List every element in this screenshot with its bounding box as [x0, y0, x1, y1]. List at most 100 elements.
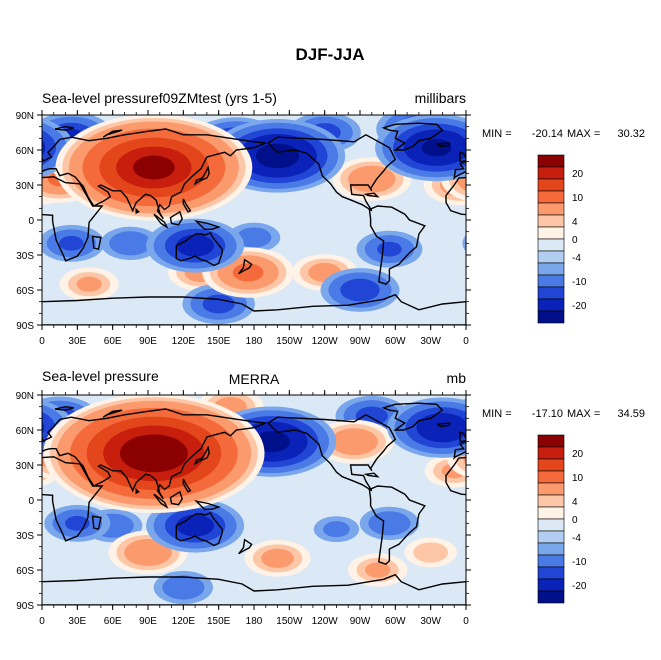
colorbar-cell [537, 250, 565, 264]
y-tick-label: 0 [28, 216, 34, 227]
x-tick-label: 60E [104, 616, 122, 627]
colorbar-cell [537, 590, 565, 604]
panel-title-left: Sea-level pressuref09ZMtest (yrs 1-5) [42, 90, 277, 106]
colorbar-cell [537, 566, 565, 580]
coastline-srilanka [135, 487, 140, 495]
coastline-newzealand [238, 538, 253, 555]
min-value: -20.14 [532, 128, 563, 140]
colorbar-cell [537, 214, 565, 228]
colorbar-cell [537, 298, 565, 312]
panel-merra: Sea-level pressure MERRA mb 0 30E 60E 90E 12… [16, 368, 645, 627]
x-axis: 0 30E 60E 90E 120E 150E 180 150W 120W 90W 60W 30W 0 [39, 390, 469, 627]
coastline-iceland-wrap [436, 422, 451, 428]
colorbar-cell [537, 554, 565, 568]
colorbar-cell [537, 506, 565, 520]
coastline-novaya [102, 409, 123, 418]
anomaly-contour [124, 539, 172, 566]
anomaly-contour [42, 130, 57, 166]
coastline-greenland [381, 122, 444, 151]
min-value: -17.10 [532, 408, 563, 420]
colorbar-label: -10 [572, 557, 587, 568]
y-tick-label: 60N [16, 146, 34, 157]
max-label: MAX = [567, 128, 600, 140]
x-tick-label: 120W [312, 336, 339, 347]
anomaly-contour [162, 575, 205, 600]
x-tick-label: 0 [463, 616, 469, 627]
coastline-philippines [182, 478, 192, 493]
anomaly-contour [176, 514, 215, 537]
coastline-japan [193, 165, 210, 186]
colorbar-cell [537, 262, 565, 276]
coastline-iceland-wrap [436, 142, 451, 148]
anomaly-contour [323, 521, 350, 538]
colorbar: 20 10 4 0 -4 -10 -20 [537, 434, 587, 604]
colorbar-cell [537, 530, 565, 544]
colorbar-cell [537, 166, 565, 180]
coastline-uk-wrap [459, 431, 466, 443]
x-tick-label: 150E [207, 616, 231, 627]
anomaly-contour [109, 231, 152, 256]
y-tick-label: 60N [16, 426, 34, 437]
coastline-borneo [169, 210, 183, 226]
panel-model: Sea-level pressuref09ZMtest (yrs 1-5) mi… [16, 90, 645, 347]
panel-units: millibars [415, 90, 466, 106]
x-tick-label: 60E [104, 336, 122, 347]
min-max-stats: MIN = -20.14 MAX = 30.32 [482, 128, 645, 140]
x-tick-label: 0 [39, 336, 45, 347]
coastline-cuba [363, 192, 380, 198]
colorbar-cell [537, 202, 565, 216]
coastline-madagascar [91, 235, 102, 251]
coastline-samerica [368, 485, 426, 566]
anomaly-contour [255, 143, 300, 169]
colorbar-label: 0 [572, 235, 578, 246]
anomaly-contour [368, 511, 411, 536]
x-tick-label: 150W [276, 616, 303, 627]
y-axis: 90N 60N 30N 0 30S 60S 90S [16, 391, 471, 612]
anomaly-contour [176, 234, 215, 257]
anomaly-contour [462, 235, 466, 252]
x-tick-label: 60W [385, 616, 406, 627]
x-tick-label: 90E [139, 616, 157, 627]
coastline-svalbard [54, 405, 74, 411]
y-tick-label: 90S [16, 321, 34, 332]
coastline-africa [42, 456, 104, 542]
x-tick-label: 120W [312, 616, 339, 627]
x-tick-label: 0 [463, 336, 469, 347]
anomaly-contour [365, 562, 391, 578]
colorbar-label: -10 [572, 277, 587, 288]
x-tick-label: 60W [385, 336, 406, 347]
anomaly-contour [416, 413, 466, 443]
coastline-sumatra [153, 493, 169, 509]
x-tick-label: 90W [350, 616, 371, 627]
anomaly-contour [463, 453, 466, 465]
coastline-namerica [266, 133, 397, 212]
colorbar-label: -20 [572, 581, 587, 592]
colorbar-cell [537, 226, 565, 240]
x-tick-label: 180 [246, 616, 263, 627]
coastline-antarctica [42, 293, 466, 325]
x-tick-label: 150W [276, 336, 303, 347]
y-tick-label: 90S [16, 601, 34, 612]
coastline-africa [42, 176, 104, 262]
coastline-cuba [363, 472, 380, 478]
colorbar-cell [537, 494, 565, 508]
x-axis: 0 30E 60E 90E 120E 150E 180 150W 120W 90W 60W 30W 0 [39, 110, 469, 347]
anomaly-contour [232, 263, 264, 282]
colorbar-label: -4 [572, 533, 581, 544]
x-tick-label: 120E [172, 336, 196, 347]
max-label: MAX = [567, 408, 600, 420]
x-tick-label: 30E [68, 336, 86, 347]
x-tick-label: 0 [39, 616, 45, 627]
y-tick-label: 30N [16, 461, 34, 472]
colorbar-cell [537, 518, 565, 532]
coastline-namerica [266, 413, 397, 492]
y-tick-label: 60S [16, 566, 34, 577]
coastline-borneo [169, 490, 183, 506]
anomaly-contour [42, 139, 46, 156]
x-tick-label: 90E [139, 336, 157, 347]
anomaly-contour [42, 421, 45, 434]
colorbar-cell [537, 286, 565, 300]
coastline-greenland [381, 402, 444, 431]
colorbar-cell [537, 458, 565, 472]
colorbar-label: -20 [572, 301, 587, 312]
